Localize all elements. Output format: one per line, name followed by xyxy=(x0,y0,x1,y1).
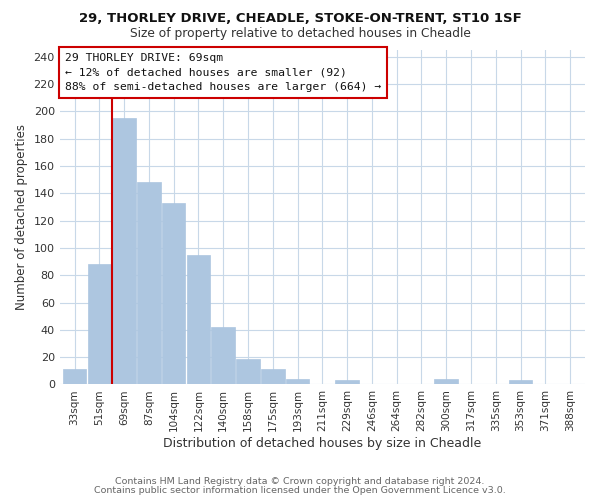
Bar xyxy=(162,203,185,384)
X-axis label: Distribution of detached houses by size in Cheadle: Distribution of detached houses by size … xyxy=(163,437,481,450)
Bar xyxy=(261,370,284,384)
Bar xyxy=(335,380,359,384)
Bar xyxy=(509,380,532,384)
Y-axis label: Number of detached properties: Number of detached properties xyxy=(15,124,28,310)
Text: Contains public sector information licensed under the Open Government Licence v3: Contains public sector information licen… xyxy=(94,486,506,495)
Bar xyxy=(88,264,111,384)
Bar xyxy=(211,327,235,384)
Text: Size of property relative to detached houses in Cheadle: Size of property relative to detached ho… xyxy=(130,28,470,40)
Bar xyxy=(137,182,161,384)
Bar xyxy=(63,370,86,384)
Text: 29, THORLEY DRIVE, CHEADLE, STOKE-ON-TRENT, ST10 1SF: 29, THORLEY DRIVE, CHEADLE, STOKE-ON-TRE… xyxy=(79,12,521,26)
Bar xyxy=(286,379,310,384)
Text: Contains HM Land Registry data © Crown copyright and database right 2024.: Contains HM Land Registry data © Crown c… xyxy=(115,477,485,486)
Text: 29 THORLEY DRIVE: 69sqm
← 12% of detached houses are smaller (92)
88% of semi-de: 29 THORLEY DRIVE: 69sqm ← 12% of detache… xyxy=(65,52,381,92)
Bar xyxy=(112,118,136,384)
Bar xyxy=(434,379,458,384)
Bar xyxy=(187,255,210,384)
Bar xyxy=(236,358,260,384)
